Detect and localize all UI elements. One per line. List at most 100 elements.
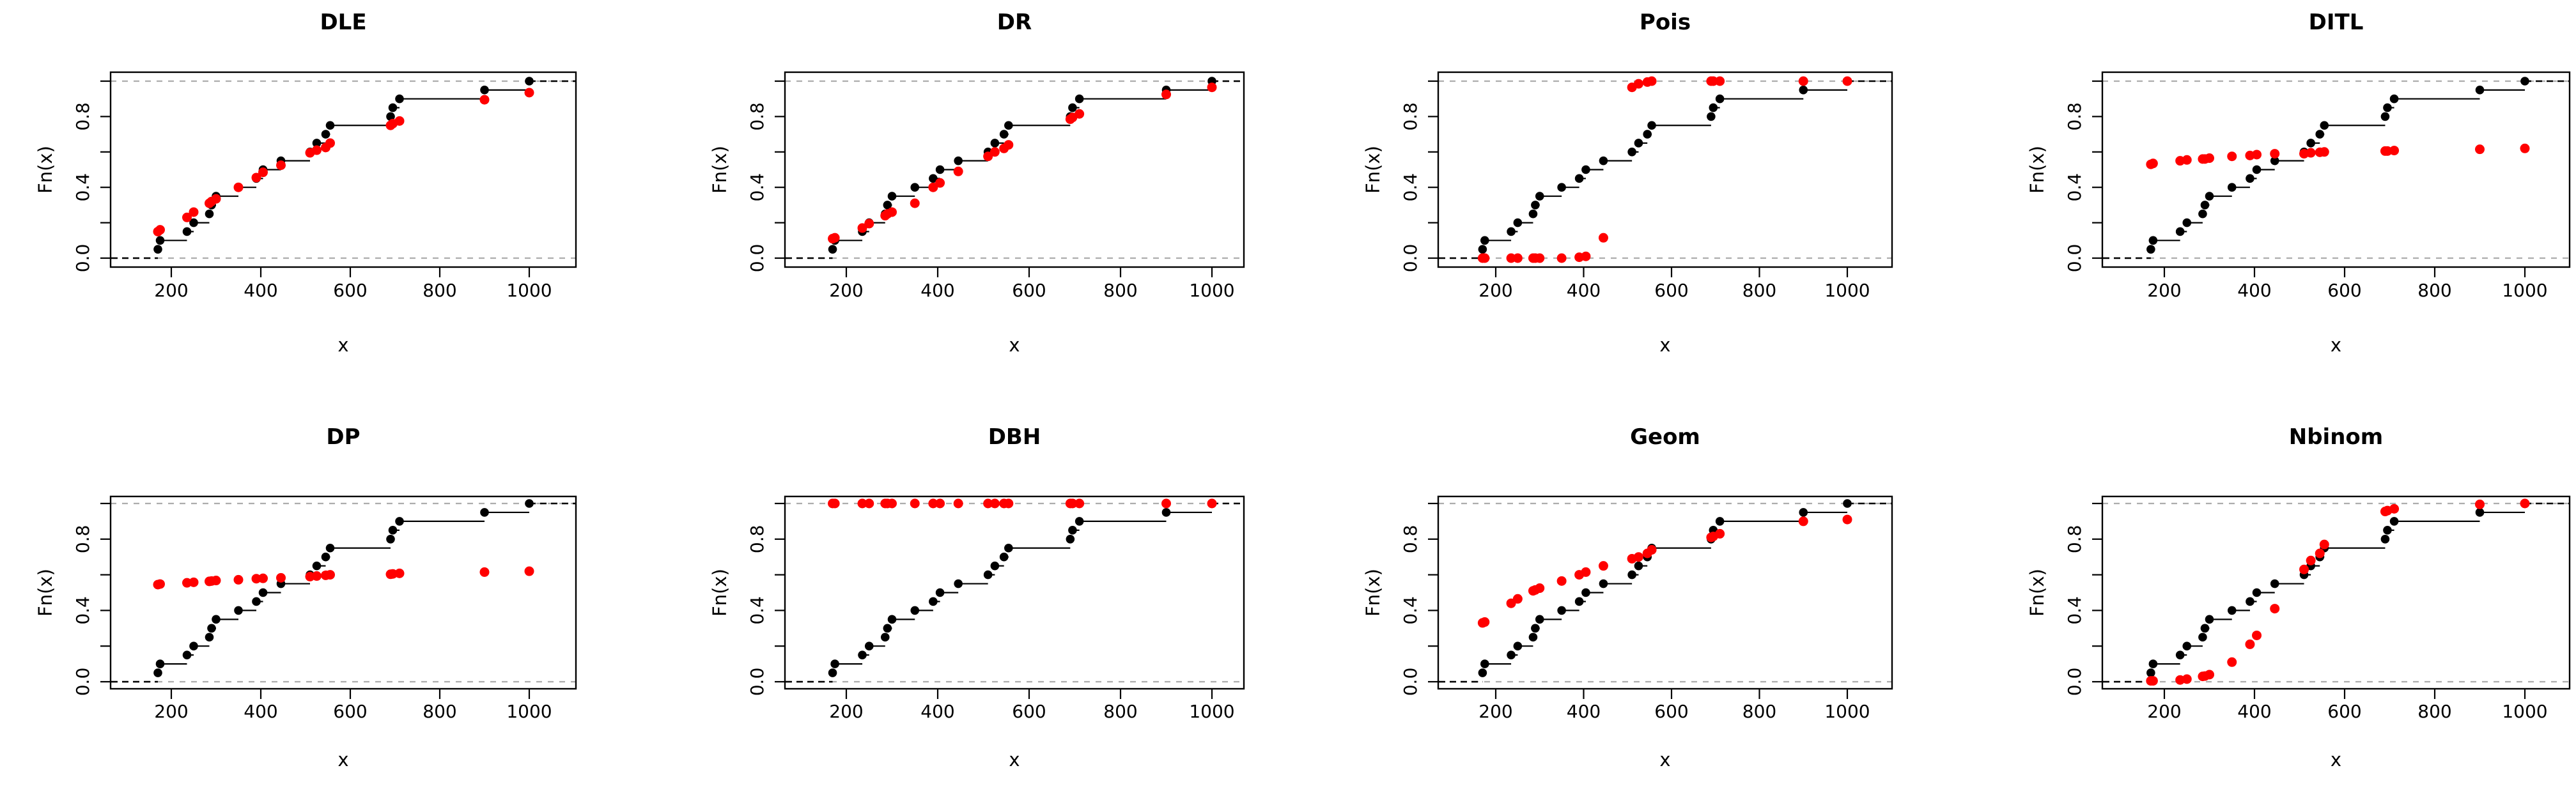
ecdf-point [2270, 156, 2279, 165]
x-tick-label: 800 [1103, 280, 1137, 301]
ecdf-point [2380, 112, 2390, 121]
plot-box [784, 71, 1245, 268]
x-tick-label: 600 [1654, 701, 1688, 722]
fitted-point [189, 577, 199, 587]
fitted-point [1207, 82, 1217, 93]
y-axis-label: Fn(x) [35, 146, 56, 194]
y-tick-label: 0.4 [747, 596, 768, 625]
chart-panel: 200 400 600 800 1000 0.0 0.4 0.8 x Fn(x) DITL [1932, 0, 2576, 396]
y-axis-label: Fn(x) [1362, 146, 1384, 194]
fitted-point [312, 571, 322, 581]
ecdf-point [990, 139, 1000, 148]
ecdf-point [258, 588, 268, 597]
ecdf-point [2475, 86, 2485, 95]
ecdf-point [2198, 209, 2207, 219]
x-axis-label: x [1659, 749, 1670, 771]
y-axis-label: Fn(x) [1362, 569, 1384, 617]
y-tick-label: 0.8 [72, 102, 93, 131]
ecdf-point [312, 561, 322, 571]
ecdf-point [999, 130, 1009, 139]
fitted-point [1535, 583, 1545, 594]
x-tick-label: 400 [1567, 280, 1601, 301]
fitted-point [830, 233, 840, 243]
ecdf-point [929, 597, 938, 606]
ecdf-point [2252, 588, 2262, 597]
fitted-point [910, 498, 920, 509]
ecdf-chart: 200 400 600 800 1000 0.0 0.4 0.8 x Fn(x) DITL [2026, 10, 2571, 356]
x-tick-label: 400 [920, 701, 954, 722]
fitted-point [857, 223, 867, 233]
ecdf-point [1478, 668, 1487, 677]
fitted-point [479, 567, 490, 577]
ecdf-point [1535, 192, 1544, 201]
ecdf-point [2198, 633, 2207, 642]
ecdf-chart: 200 400 600 800 1000 0.0 0.4 0.8 x Fn(x) DP [35, 424, 577, 771]
ecdf-point [1480, 236, 1489, 245]
ecdf-point [2148, 236, 2158, 245]
x-axis-label: x [338, 749, 348, 771]
ecdf-point [386, 535, 395, 544]
fitted-point [1067, 498, 1078, 509]
fitted-point [2389, 503, 2400, 514]
ecdf-point [2200, 201, 2210, 210]
ecdf-point [1531, 624, 1540, 633]
y-tick-label: 0.0 [1400, 244, 1421, 273]
fitted-point [2315, 548, 2325, 558]
fitted-point [989, 498, 1000, 509]
x-tick-label: 600 [1012, 701, 1046, 722]
ecdf-point [395, 94, 404, 104]
fitted-point [325, 570, 335, 580]
y-axis-label: Fn(x) [2026, 569, 2048, 617]
fitted-point [1633, 79, 1643, 89]
ecdf-chart: 200 400 600 800 1000 0.0 0.4 0.8 x Fn(x) Pois [1362, 10, 1893, 356]
ecdf-point [2315, 130, 2325, 139]
x-tick-label: 200 [829, 280, 863, 301]
fitted-point [524, 88, 534, 98]
chart-panel: 200 400 600 800 1000 0.0 0.4 0.8 x Fn(x) Nbinom [1932, 396, 2576, 791]
fitted-point [1535, 253, 1545, 263]
ecdf-point [983, 570, 993, 580]
ecdf-point [1075, 517, 1084, 526]
x-axis-label: x [1659, 334, 1670, 356]
fitted-point [983, 498, 993, 509]
plot-box [784, 495, 1245, 690]
ecdf-point [234, 606, 243, 615]
plot-box [2101, 71, 2571, 268]
plot-box [109, 495, 577, 690]
x-tick-label: 1000 [1824, 280, 1870, 301]
ecdf-point [325, 121, 335, 130]
fitted-point [182, 212, 192, 222]
x-tick-label: 600 [1012, 280, 1046, 301]
ecdf-point [155, 659, 165, 668]
fitted-point [258, 573, 268, 583]
ecdf-point [325, 543, 335, 553]
fitted-point [2319, 539, 2329, 549]
ecdf-point [1599, 156, 1608, 165]
ecdf-point [1480, 659, 1489, 668]
ecdf-point [1557, 606, 1566, 615]
plot-box [1437, 495, 1893, 690]
ecdf-point [321, 552, 330, 562]
fitted-point [1598, 561, 1608, 571]
fitted-point [479, 95, 490, 105]
y-tick-label: 0.0 [72, 244, 93, 273]
ecdf-point [935, 588, 945, 597]
fitted-point [1004, 498, 1014, 509]
fitted-point [155, 579, 165, 589]
y-tick-label: 0.8 [2064, 525, 2085, 554]
panel-title: DP [326, 424, 360, 450]
fitted-point [2252, 630, 2262, 640]
fitted-point [1512, 253, 1523, 263]
fitted-point [211, 194, 221, 204]
ecdf-point [386, 112, 395, 121]
x-tick-label: 1000 [1189, 701, 1234, 722]
x-tick-label: 200 [154, 701, 188, 722]
fitted-point [258, 167, 268, 178]
ecdf-point [1643, 130, 1652, 139]
panel-title: DLE [320, 10, 366, 35]
ecdf-point [990, 561, 1000, 571]
ecdf-point [2383, 526, 2392, 535]
fitted-point [1512, 594, 1523, 604]
ecdf-point [1068, 526, 1077, 535]
y-tick-label: 0.8 [747, 525, 768, 554]
